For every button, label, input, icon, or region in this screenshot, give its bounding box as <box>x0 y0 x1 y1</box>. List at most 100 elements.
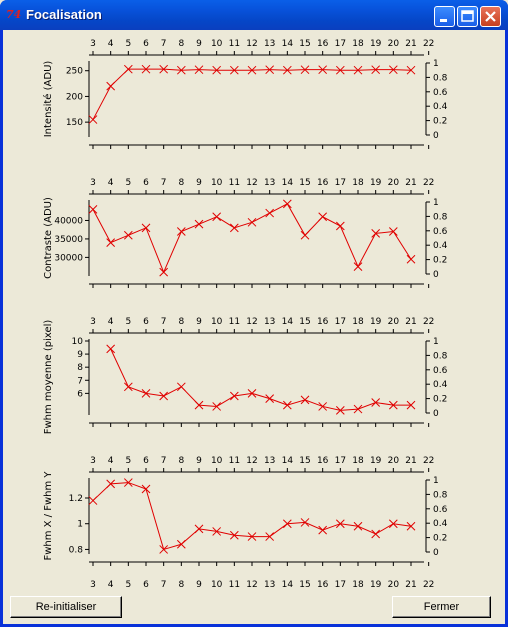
top-tick-label: 18 <box>352 317 364 327</box>
data-point-marker <box>106 238 116 247</box>
right-tick-label: 0.8 <box>433 351 448 361</box>
top-tick-label: 18 <box>352 39 364 49</box>
bottom-tick-label: 18 <box>352 580 364 590</box>
maximize-button[interactable] <box>457 6 478 27</box>
top-tick-label: 5 <box>125 39 131 49</box>
data-point-marker <box>141 223 151 233</box>
top-tick-label: 22 <box>423 178 434 188</box>
data-point-marker <box>194 524 204 534</box>
top-tick-label: 19 <box>370 317 382 327</box>
top-tick-label: 7 <box>161 178 167 188</box>
top-tick-label: 17 <box>335 317 346 327</box>
top-tick-label: 21 <box>405 178 416 188</box>
data-point-marker <box>300 518 310 527</box>
data-point-marker <box>388 65 398 75</box>
reset-button[interactable]: Re-initialiser <box>10 596 122 618</box>
y-axis-label: Intensité (ADU) <box>42 61 54 138</box>
left-tick-label: 200 <box>66 92 83 102</box>
right-tick-label: 0.6 <box>433 366 448 376</box>
close-dialog-button[interactable]: Fermer <box>392 596 491 618</box>
data-point-marker <box>388 519 398 529</box>
left-tick-label: 250 <box>66 67 83 77</box>
data-point-marker <box>282 400 292 410</box>
data-point-marker <box>265 65 275 75</box>
minimize-button[interactable] <box>434 6 455 27</box>
top-tick-label: 5 <box>125 317 131 327</box>
right-tick-label: 0.4 <box>433 519 448 529</box>
data-point-marker <box>106 81 116 91</box>
data-point-marker <box>176 539 186 549</box>
data-point-marker <box>265 532 275 541</box>
left-tick-label: 0.8 <box>69 545 84 555</box>
bottom-tick-label: 3 <box>90 580 96 590</box>
chart-panel-4: 3344556677889910101111121213131414151516… <box>43 456 448 590</box>
bottom-tick-label: 6 <box>143 580 149 590</box>
chart-panel-3: 3 4 5 6 7 8 9 10 11 12 13 14 15 16 17 18 19 20 21 226789100… <box>43 317 448 434</box>
right-tick-label: 1 <box>433 198 439 208</box>
data-point-marker <box>300 395 310 405</box>
top-tick-label: 17 <box>335 39 346 49</box>
data-point-marker <box>335 221 345 231</box>
left-tick-label: 7 <box>77 376 83 386</box>
top-tick-label: 16 <box>317 39 329 49</box>
left-tick-label: 35000 <box>54 235 83 245</box>
data-point-marker <box>318 212 328 222</box>
right-tick-label: 0 <box>433 131 439 141</box>
right-tick-label: 0.8 <box>433 73 448 83</box>
series-line <box>110 348 411 411</box>
title-bar[interactable]: 74 Focalisation <box>0 0 508 30</box>
top-tick-label: 20 <box>388 39 400 49</box>
top-tick-label: 9 <box>196 456 202 466</box>
data-point-marker <box>282 519 292 529</box>
data-point-marker <box>229 65 239 75</box>
top-tick-label: 6 <box>143 39 149 49</box>
data-point-marker <box>194 219 204 229</box>
data-point-marker <box>353 262 363 271</box>
top-tick-label: 20 <box>388 317 400 327</box>
bottom-tick-label: 21 <box>405 580 416 590</box>
data-point-marker <box>159 391 169 401</box>
top-tick-label: 20 <box>388 456 400 466</box>
top-tick-label: 21 <box>405 456 416 466</box>
data-point-marker <box>406 254 416 264</box>
data-point-marker <box>388 400 398 410</box>
bottom-tick-label: 17 <box>335 580 346 590</box>
top-tick-label: 14 <box>282 456 294 466</box>
right-tick-label: 0.6 <box>433 505 448 515</box>
data-point-marker <box>353 65 363 75</box>
data-point-marker <box>247 532 257 541</box>
top-tick-label: 17 <box>335 178 346 188</box>
top-tick-label: 8 <box>178 456 184 466</box>
maximize-icon <box>461 10 474 22</box>
top-tick-label: 9 <box>196 39 202 49</box>
top-tick-label: 9 <box>196 317 202 327</box>
top-tick-label: 21 <box>405 39 416 49</box>
top-tick-label: 15 <box>299 39 310 49</box>
top-tick-label: 21 <box>405 317 416 327</box>
top-tick-label: 22 <box>423 317 434 327</box>
data-point-marker <box>335 519 345 529</box>
data-point-marker <box>176 382 186 392</box>
data-point-marker <box>229 223 239 233</box>
top-tick-label: 12 <box>246 317 257 327</box>
data-point-marker <box>353 521 363 531</box>
bottom-tick-label: 19 <box>370 580 382 590</box>
right-tick-label: 0.2 <box>433 256 447 266</box>
top-tick-label: 18 <box>352 456 364 466</box>
top-tick-label: 5 <box>125 178 131 188</box>
data-point-marker <box>247 389 257 398</box>
data-point-marker <box>212 65 222 75</box>
top-tick-label: 10 <box>211 39 223 49</box>
top-tick-label: 19 <box>370 178 382 188</box>
close-button[interactable] <box>480 6 501 27</box>
data-point-marker <box>212 402 222 411</box>
left-tick-label: 150 <box>66 118 83 128</box>
bottom-tick-label: 14 <box>282 580 294 590</box>
data-point-marker <box>282 65 292 75</box>
bottom-tick-label: 22 <box>423 580 434 590</box>
top-tick-label: 19 <box>370 39 382 49</box>
top-tick-label: 10 <box>211 178 223 188</box>
top-tick-label: 8 <box>178 39 184 49</box>
data-point-marker <box>300 65 310 75</box>
